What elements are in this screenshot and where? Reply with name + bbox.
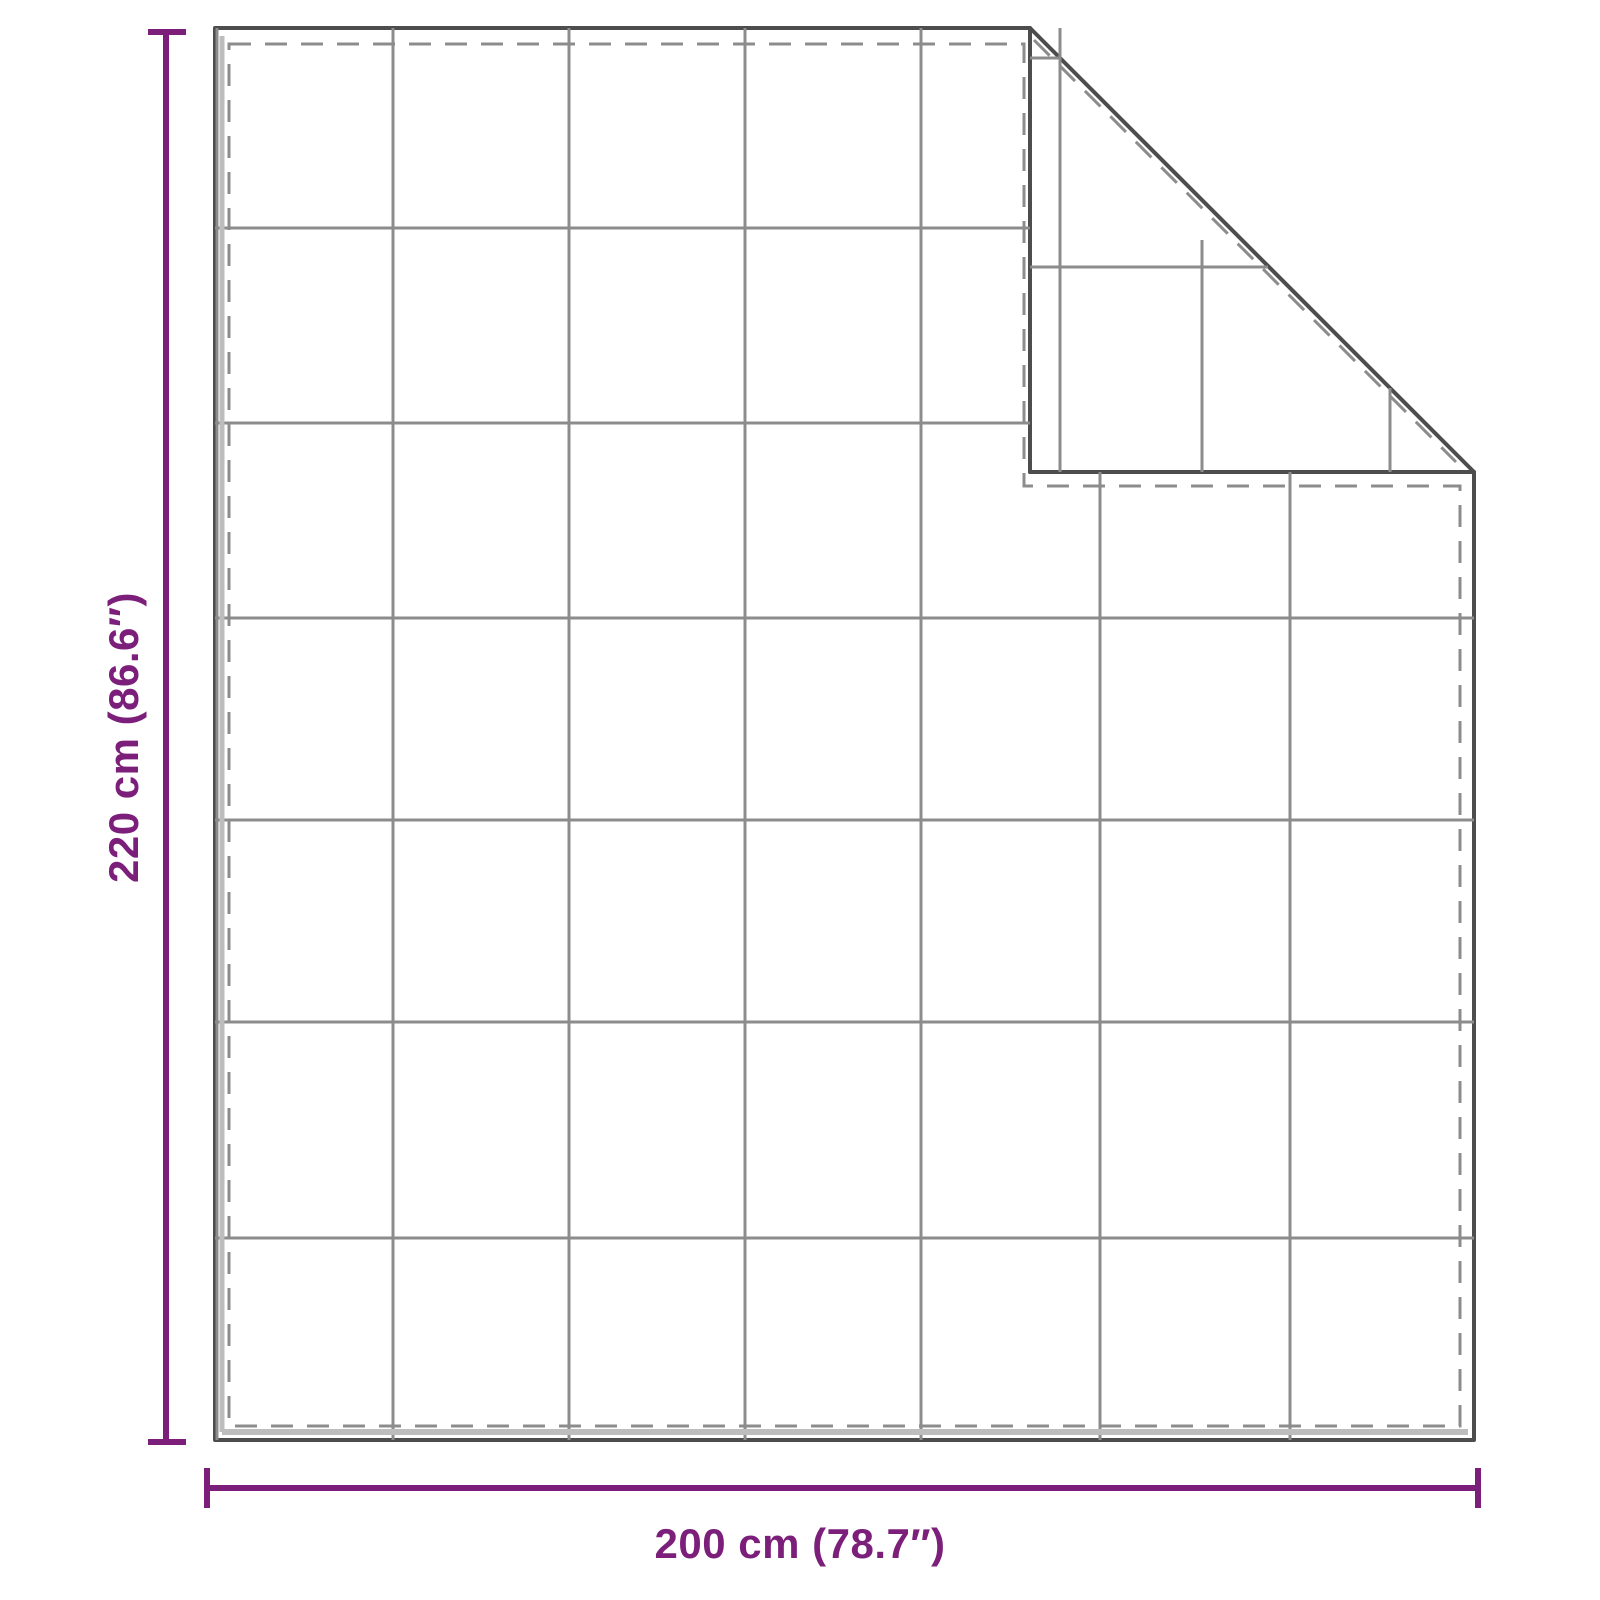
folded-corner <box>1028 26 1476 474</box>
quilting-seams <box>215 28 1474 1440</box>
hem-stitching <box>227 38 1462 1428</box>
width-dimension-line <box>204 1468 1481 1508</box>
bottom-edge-highlight <box>219 36 1468 1435</box>
width-dimension-label: 200 cm (78.7″) <box>654 1520 946 1567</box>
blanket-body <box>213 26 1476 1442</box>
height-dimension-line <box>148 29 186 1445</box>
height-dimension-label: 220 cm (86.6″) <box>100 591 147 883</box>
folded-corner-seams <box>1030 28 1392 472</box>
